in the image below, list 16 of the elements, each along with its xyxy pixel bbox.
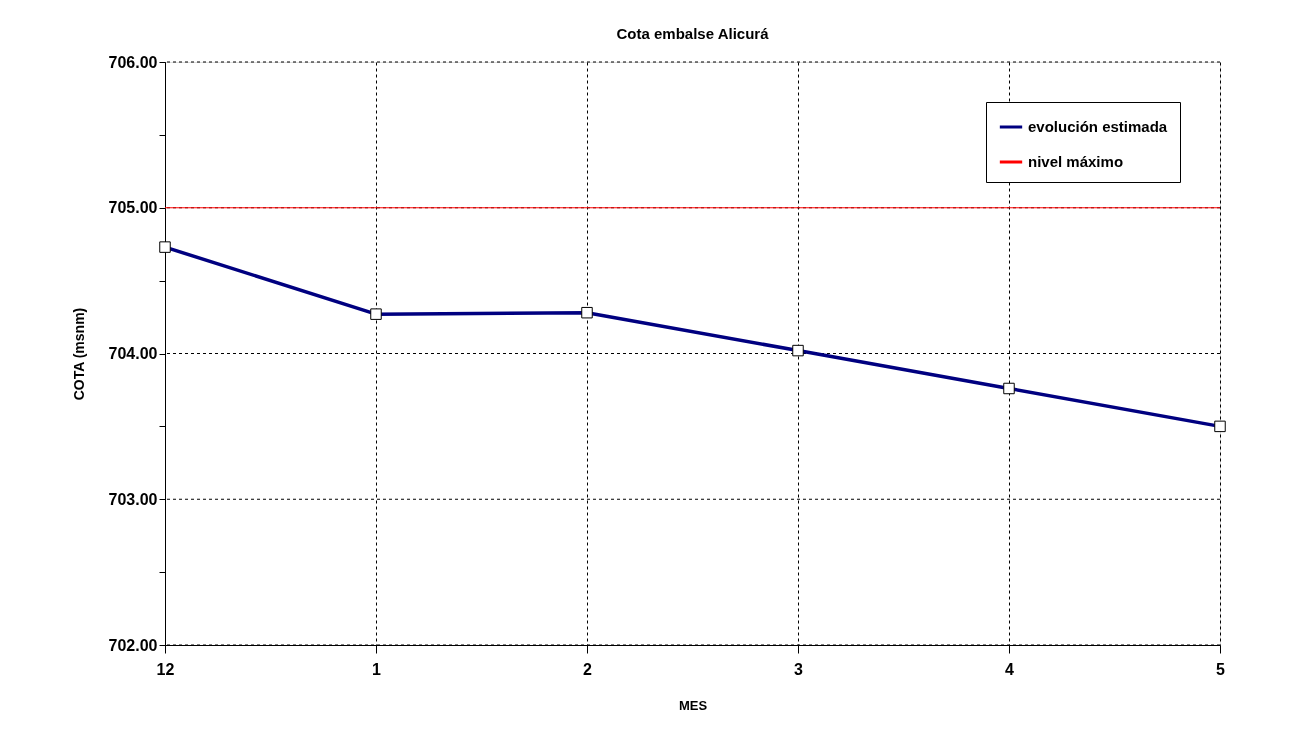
y-axis-title: COTA (msnm) bbox=[70, 307, 87, 401]
x-tick-label: 3 bbox=[794, 660, 804, 678]
x-tick-label: 2 bbox=[583, 660, 593, 678]
chart-title: Cota embalse Alicurá bbox=[616, 25, 770, 42]
legend-label: nivel máximo bbox=[1028, 153, 1124, 170]
y-tick-label: 703.00 bbox=[108, 490, 158, 508]
x-tick-label: 4 bbox=[1005, 660, 1015, 678]
y-tick-label: 705.00 bbox=[108, 199, 158, 217]
y-tick-label: 704.00 bbox=[108, 345, 158, 362]
x-axis-title: MES bbox=[678, 697, 708, 713]
x-tick-label: 1 bbox=[372, 660, 382, 678]
legend-label: evolución estimada bbox=[1028, 118, 1168, 135]
y-tick-label: 706.00 bbox=[108, 53, 158, 71]
y-tick-label: 702.00 bbox=[108, 636, 158, 654]
x-tick-label: 5 bbox=[1216, 660, 1226, 678]
x-tick-label: 12 bbox=[156, 660, 175, 678]
